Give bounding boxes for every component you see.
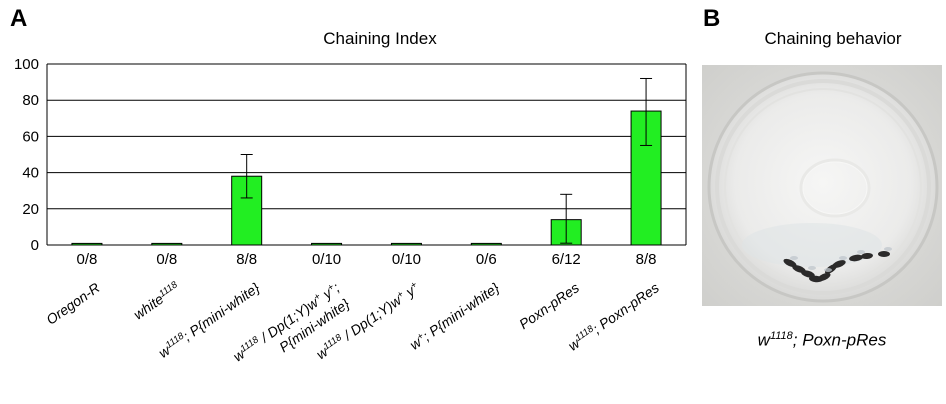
caption-allele-superscript: 1118 xyxy=(769,330,793,342)
category-label: w+; P{mini-white} xyxy=(406,279,502,353)
bar xyxy=(311,242,343,246)
caption-genotype: w xyxy=(757,330,770,350)
sample-count-label: 0/10 xyxy=(392,251,421,268)
caption-transgene: ; Poxn-pRes xyxy=(792,330,887,350)
category-label: white1118 xyxy=(130,279,183,323)
y-tick-label: 100 xyxy=(14,56,39,73)
y-tick-label: 0 xyxy=(31,237,39,254)
sample-count-label: 8/8 xyxy=(236,251,257,268)
sample-count-label: 0/8 xyxy=(156,251,177,268)
chaining-behavior-photo xyxy=(702,65,942,306)
bar xyxy=(151,242,183,246)
sample-count-label: 0/10 xyxy=(312,251,341,268)
category-label: Oregon-R xyxy=(43,279,103,327)
bar xyxy=(470,242,502,246)
bar xyxy=(390,242,422,246)
sample-count-label: 0/8 xyxy=(77,251,98,268)
category-label: Poxn-pRes xyxy=(516,279,582,332)
panel-b-label: B xyxy=(703,5,721,32)
y-tick-label: 20 xyxy=(22,201,39,218)
sample-count-label: 0/6 xyxy=(476,251,497,268)
chart-title: Chaining Index xyxy=(323,29,437,48)
y-tick-label: 80 xyxy=(22,92,39,109)
photo-caption: w1118; Poxn-pRes xyxy=(702,330,942,351)
sample-count-label: 6/12 xyxy=(552,251,581,268)
sample-count-label: 8/8 xyxy=(636,251,657,268)
bar-chart: 0204060801000/8Oregon-R0/8white11188/8w1… xyxy=(14,56,687,365)
y-tick-label: 60 xyxy=(22,128,39,145)
bar xyxy=(71,242,103,246)
y-tick-label: 40 xyxy=(22,165,39,182)
photo-title: Chaining behavior xyxy=(764,29,902,48)
panel-a-label: A xyxy=(10,5,28,32)
